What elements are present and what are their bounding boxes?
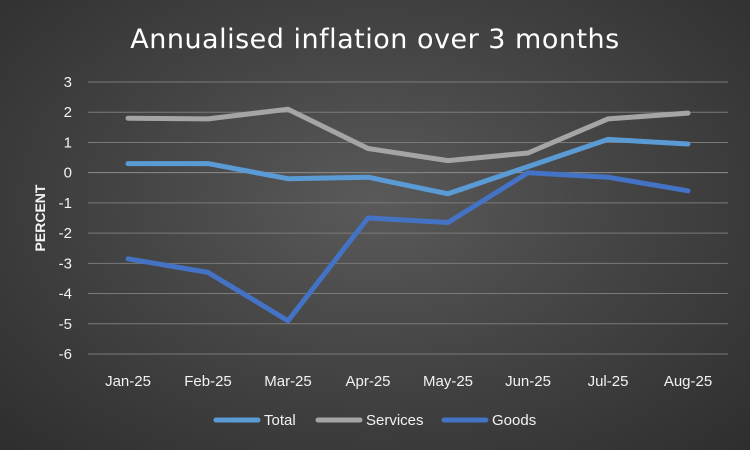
y-axis-ticks: 3 2 1 0 -1 -2 -3 -4 -5 -6 <box>59 74 72 363</box>
legend-label-total: Total <box>264 412 296 429</box>
x-tick-label: May-25 <box>423 373 473 390</box>
x-tick-label: Mar-25 <box>264 373 312 390</box>
y-tick-label: -6 <box>59 346 72 363</box>
series-lines <box>125 106 691 324</box>
gridlines <box>88 81 728 355</box>
legend: Total Services Goods <box>213 412 536 429</box>
y-tick-label: 2 <box>64 104 72 121</box>
y-tick-label: 3 <box>64 74 72 91</box>
x-tick-label: Jul-25 <box>588 373 629 390</box>
x-axis-ticks: Jan-25 Feb-25 Mar-25 Apr-25 May-25 Jun-25 Jul-… <box>105 373 712 390</box>
y-tick-label: 1 <box>64 134 72 151</box>
y-tick-label: -3 <box>59 255 72 272</box>
y-tick-label: 0 <box>64 165 72 182</box>
x-tick-label: Jun-25 <box>505 373 551 390</box>
x-tick-label: Apr-25 <box>345 373 390 390</box>
y-tick-label: -5 <box>59 316 72 333</box>
y-axis-label: PERCENT <box>32 184 48 251</box>
y-tick-label: -4 <box>59 286 72 303</box>
series-line-services <box>125 106 691 164</box>
series-line-total <box>125 136 691 197</box>
y-tick-label: -2 <box>59 225 72 242</box>
y-tick-label: -1 <box>59 195 72 212</box>
legend-label-goods: Goods <box>492 412 536 429</box>
x-tick-label: Jan-25 <box>105 373 151 390</box>
legend-label-services: Services <box>366 412 424 429</box>
chart-title: Annualised inflation over 3 months <box>130 24 619 55</box>
x-tick-label: Feb-25 <box>184 373 232 390</box>
series-line-goods <box>125 170 691 324</box>
x-tick-label: Aug-25 <box>664 373 712 390</box>
